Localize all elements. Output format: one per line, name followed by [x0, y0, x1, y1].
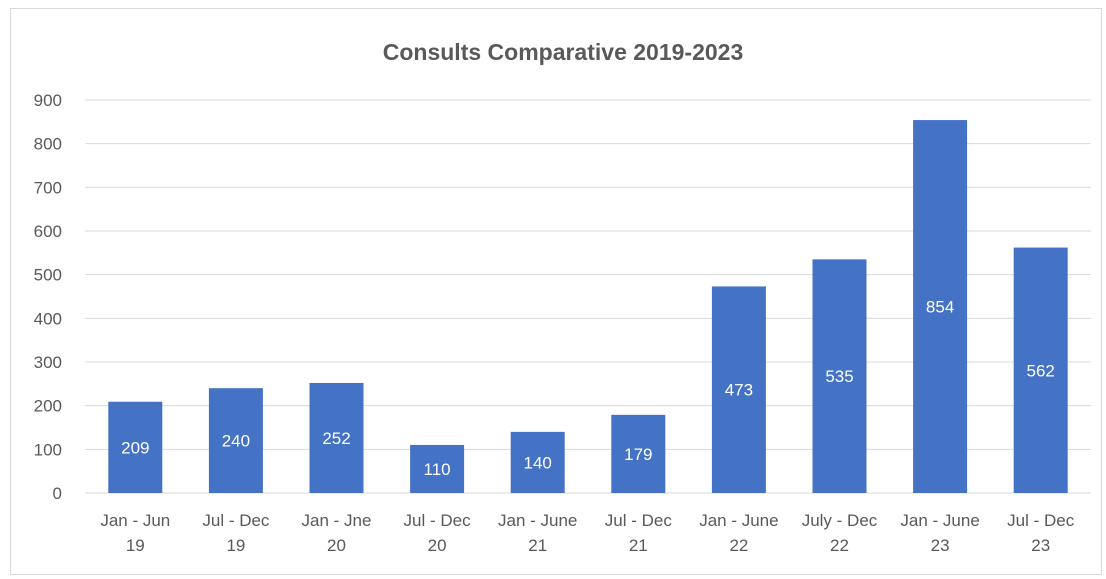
bar	[108, 401, 163, 493]
bar-chart: Consults Comparative 2019-2023 0 100 200 30…	[34, 39, 1091, 555]
y-tick-label: 200	[34, 397, 62, 416]
data-label: 854	[926, 298, 954, 317]
bar	[913, 120, 968, 493]
y-tick-label: 400	[34, 309, 62, 328]
x-tick-label-year: 19	[126, 536, 145, 555]
x-tick-label: Jan - June	[900, 511, 979, 530]
x-tick-label-year: 22	[729, 536, 748, 555]
x-tick-label: July - Dec	[802, 511, 878, 530]
x-tick-label: Jan - June	[699, 511, 778, 530]
data-label: 179	[624, 445, 652, 464]
x-tick-label-year: 23	[1031, 536, 1050, 555]
bar	[711, 286, 766, 493]
chart-title: Consults Comparative 2019-2023	[383, 39, 744, 65]
y-axis: 0 100 200 300 400 500 600 700 800 900	[34, 91, 62, 503]
y-tick-label: 0	[53, 484, 62, 503]
x-tick-label-year: 21	[528, 536, 547, 555]
x-tick-label-year: 20	[428, 536, 447, 555]
data-label: 473	[725, 381, 753, 400]
x-tick-label: Jan - Jun	[100, 511, 170, 530]
y-tick-label: 500	[34, 266, 62, 285]
data-labels: 209 240 252 110 140 179 473 535 854 562	[121, 298, 1055, 479]
x-tick-label: Jul - Dec	[1007, 511, 1075, 530]
y-tick-label: 700	[34, 178, 62, 197]
bar	[611, 414, 666, 493]
data-label: 209	[121, 438, 149, 457]
data-label: 110	[424, 460, 451, 479]
x-tick-label: Jul - Dec	[605, 511, 673, 530]
data-label: 252	[322, 429, 350, 448]
chart-area: Consults Comparative 2019-2023 0 100 200 30…	[10, 8, 1102, 575]
bar	[410, 444, 465, 493]
y-tick-label: 900	[34, 91, 62, 110]
bar	[208, 388, 263, 493]
y-tick-label: 300	[34, 353, 62, 372]
data-label: 140	[524, 453, 552, 472]
bar	[309, 382, 364, 493]
x-tick-label: Jul - Dec	[202, 511, 270, 530]
bars	[108, 120, 1068, 493]
x-tick-label: Jul - Dec	[404, 511, 472, 530]
data-label: 535	[825, 367, 853, 386]
bar	[510, 431, 565, 493]
y-tick-label: 600	[34, 222, 62, 241]
y-tick-label: 100	[34, 440, 62, 459]
data-label: 240	[222, 432, 250, 451]
x-tick-label-year: 21	[629, 536, 648, 555]
x-tick-label-year: 19	[226, 536, 245, 555]
x-axis: Jan - Jun 19 Jul - Dec 19 Jan - Jne 20 Jul - D…	[100, 511, 1074, 555]
x-tick-label-year: 20	[327, 536, 346, 555]
data-label: 562	[1027, 361, 1055, 380]
x-tick-label-year: 23	[931, 536, 950, 555]
x-tick-label: Jan - Jne	[302, 511, 372, 530]
bar	[1013, 247, 1068, 493]
x-tick-label-year: 22	[830, 536, 849, 555]
x-tick-label: Jan - June	[498, 511, 577, 530]
bar	[812, 259, 867, 493]
y-tick-label: 800	[34, 135, 62, 154]
